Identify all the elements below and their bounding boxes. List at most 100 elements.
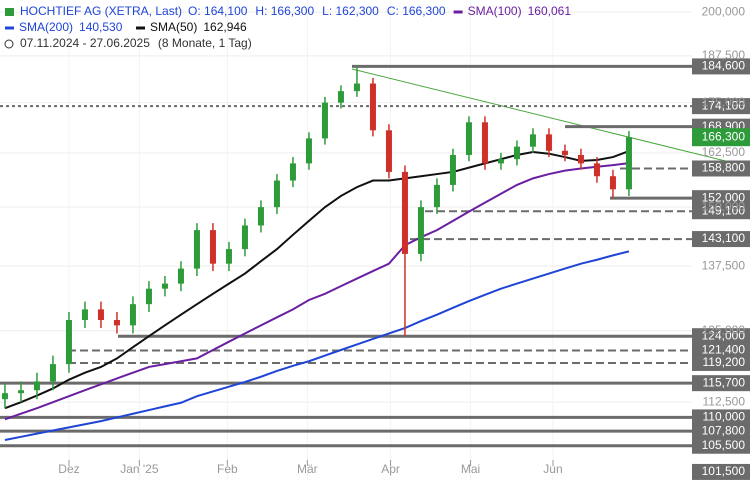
x-tick-label: Mai [461,462,480,476]
candle-body [209,230,216,264]
candle-body [561,150,568,155]
level-label-box [692,328,750,345]
ohlc-label: C: 166,300 [387,4,446,18]
candle-body [33,381,40,391]
level-label-box [692,375,750,392]
candle-body [369,83,376,131]
candle-body [305,138,312,164]
candle-body [497,159,504,164]
ohlc-label: L: 162,300 [322,4,379,18]
level-label: 184,600 [702,59,746,73]
trend-line [351,68,750,168]
level-label: 152,000 [702,190,746,204]
candle-body [145,288,152,305]
legend-value: 140,530 [79,20,123,34]
x-tick-label: Dez [58,462,79,476]
x-tick-label: Apr [381,462,400,476]
legend-name: SMA(200) [19,20,73,34]
legend-swatch [5,26,14,30]
level-label-box [692,409,750,426]
candle-body [97,309,104,320]
candle-body [353,83,360,92]
candle-body [625,137,632,190]
sma-line [4,250,630,441]
level-label-box [692,437,750,454]
candle-body [449,154,456,185]
level-label-box [692,354,750,371]
candle-body [241,225,248,250]
candle-body [129,304,136,326]
level-label: 115,700 [703,375,746,389]
candle-body [193,230,200,269]
candle-body [609,176,616,190]
level-label: 149,100 [702,203,746,217]
candle-body [289,163,296,181]
level-label: 119,200 [703,355,746,369]
candle-body [401,171,408,254]
y-tick-label: 112,500 [703,394,746,408]
candle-body [545,134,552,151]
y-tick-label: 200,000 [702,4,746,18]
candle-body [81,309,88,320]
candle-body [225,249,232,264]
grid [0,0,692,480]
sma-line [4,162,630,421]
level-label: 143,100 [702,231,746,245]
legend-name: SMA(50) [150,20,197,34]
level-label-box [692,463,750,480]
candle-body [481,122,488,164]
y-tick-label: 137,500 [702,258,746,272]
candle-body [337,91,344,103]
x-tick-label: Mär [297,462,318,476]
level-label-box [692,190,750,207]
clock-icon [4,39,14,49]
candle-body [577,154,584,164]
legend-icon [5,8,14,16]
candle-body [465,122,472,155]
level-label: 110,000 [703,410,746,424]
sma-line [4,150,630,410]
legend: HOCHTIEF AG (XETRA, Last) O: 164,100 H: 1… [4,4,572,50]
last-price-box [692,128,750,147]
level-label: 121,400 [702,343,746,357]
legend-value: 160,061 [528,4,572,18]
legend-swatch [136,26,145,30]
candle-body [433,184,440,208]
candle-body [321,102,328,139]
y-tick-label: 150,000 [702,199,746,213]
level-label: 107,800 [702,423,746,437]
candle-body [273,180,280,208]
candle-body [593,163,600,177]
candle-body [177,268,184,284]
period: (8 Monate, 1 Tag) [158,36,252,50]
y-tick-label: 175,000 [702,95,746,109]
candle-body [417,207,424,254]
candle-body [65,319,72,365]
legend-title: HOCHTIEF AG (XETRA, Last) [20,4,182,18]
candle-body [257,207,264,226]
last-price-label: 166,300 [702,129,746,143]
candle-body [513,146,520,160]
x-tick-label: Jun [543,462,562,476]
level-label-box [692,160,750,177]
candle-body [49,364,56,382]
candle-body [385,130,392,172]
levels: 184,600174,100168,900158,800152,000149,1… [0,58,750,480]
level-label: 124,000 [702,328,746,342]
candle-body [1,393,8,400]
y-tick-label: 125,000 [702,323,746,337]
level-label-box [692,98,750,115]
legend-swatch [453,10,463,14]
ohlc-label: O: 164,100 [188,4,248,18]
candle-body [113,319,120,326]
candle-body [17,390,24,394]
level-label-box [692,231,750,248]
y-tick-label: 187,500 [702,48,746,62]
level-label: 105,500 [702,438,746,452]
legend-value: 162,946 [203,20,247,34]
candle-body [161,283,168,289]
date-range: 07.11.2024 - 27.06.2025 [20,36,150,50]
legend-name: SMA(100) [468,4,522,18]
level-label-box [692,203,750,220]
